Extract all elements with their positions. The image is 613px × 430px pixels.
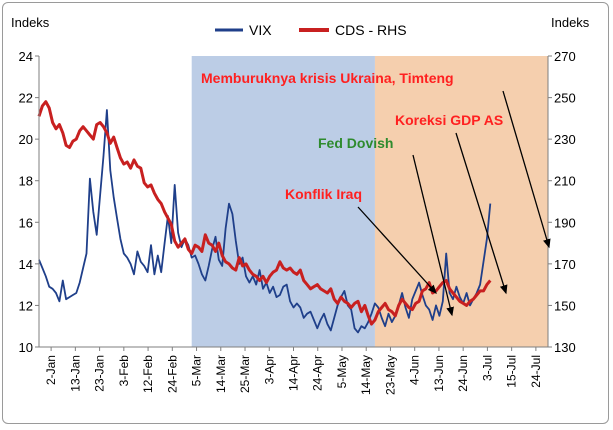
left-axis-label: Indeks	[11, 15, 50, 30]
series-layer	[37, 100, 492, 334]
x-tick-label: 23-May	[383, 355, 397, 395]
y-tick-label-left: 20	[19, 132, 33, 147]
x-tick-label: 5-Mar	[190, 355, 204, 386]
chart-frame: 10 12 14 16 18 20 22 24 130 150 170 190 210 230 250 270…	[2, 2, 609, 424]
annotation-iraq: Konflik Iraq	[285, 186, 362, 202]
x-tick-label: 25-Mar	[238, 355, 252, 393]
y-tick-label-left: 24	[19, 49, 33, 64]
chart-canvas: 10 12 14 16 18 20 22 24 130 150 170 190 210 230 250 270…	[11, 15, 590, 395]
x-tick-label: 14-Mar	[214, 355, 228, 393]
y-tick-label-left: 10	[19, 340, 33, 355]
x-tick-label: 24-Jul	[529, 355, 543, 388]
y-tick-label-left: 18	[19, 174, 33, 189]
annotations: Memburuknya krisis Ukraina, Timteng Kore…	[201, 70, 551, 317]
y-tick-label-left: 14	[19, 257, 33, 272]
right-axis-label: Indeks	[551, 15, 590, 30]
y-tick-label-right: 130	[554, 340, 576, 355]
y-tick-label-right: 230	[554, 132, 576, 147]
x-tick-label: 24-Feb	[165, 355, 179, 393]
y-tick-label-right: 190	[554, 215, 576, 230]
y-tick-label-left: 12	[19, 298, 33, 313]
shaded-region-0	[191, 56, 375, 347]
x-tick-label: 13-Jun	[432, 355, 446, 392]
x-tick-label: 3-Jul	[480, 355, 494, 381]
y-tick-label-right: 170	[554, 257, 576, 272]
x-tick-label: 24-Jun	[456, 355, 470, 392]
y-tick-label-right: 250	[554, 91, 576, 106]
y-tick-label-left: 22	[19, 91, 33, 106]
x-tick-label: 2-Jan	[44, 355, 58, 385]
y-tick-label-left: 16	[19, 215, 33, 230]
annotation-gdp: Koreksi GDP AS	[395, 112, 503, 128]
arrow-fed	[412, 154, 454, 317]
arrow-iraq	[357, 206, 437, 294]
x-tick-label: 3-Feb	[117, 355, 131, 387]
legend: VIX CDS - RHS	[215, 22, 407, 38]
arrow-ukraina	[502, 90, 551, 249]
x-tick-label: 13-Jan	[68, 355, 82, 392]
x-tick-label: 15-Jul	[505, 355, 519, 388]
shaded-regions	[191, 56, 548, 347]
x-tick-label: 3-Apr	[262, 355, 276, 384]
x-tick-label: 4-Jun	[408, 355, 422, 385]
legend-label-cds: CDS - RHS	[335, 22, 407, 38]
arrow-gdp	[455, 132, 508, 295]
series-line-vix	[38, 109, 492, 334]
x-tick-label: 5-May	[335, 355, 349, 388]
legend-label-vix: VIX	[249, 22, 272, 38]
y-tick-label-right: 210	[554, 174, 576, 189]
axes: 10 12 14 16 18 20 22 24 130 150 170 190 210 230 250 270…	[19, 49, 576, 395]
annotation-ukraina: Memburuknya krisis Ukraina, Timteng	[201, 70, 454, 86]
x-tick-label: 23-Jan	[93, 355, 107, 392]
annotation-fed: Fed Dovish	[318, 135, 393, 151]
y-tick-label-right: 150	[554, 298, 576, 313]
y-tick-label-right: 270	[554, 49, 576, 64]
x-tick-label: 14-May	[359, 355, 373, 395]
x-tick-label: 12-Feb	[141, 355, 155, 393]
x-tick-label: 14-Apr	[287, 355, 301, 391]
x-tick-label: 24-Apr	[311, 355, 325, 391]
series-line-cds	[37, 100, 492, 326]
